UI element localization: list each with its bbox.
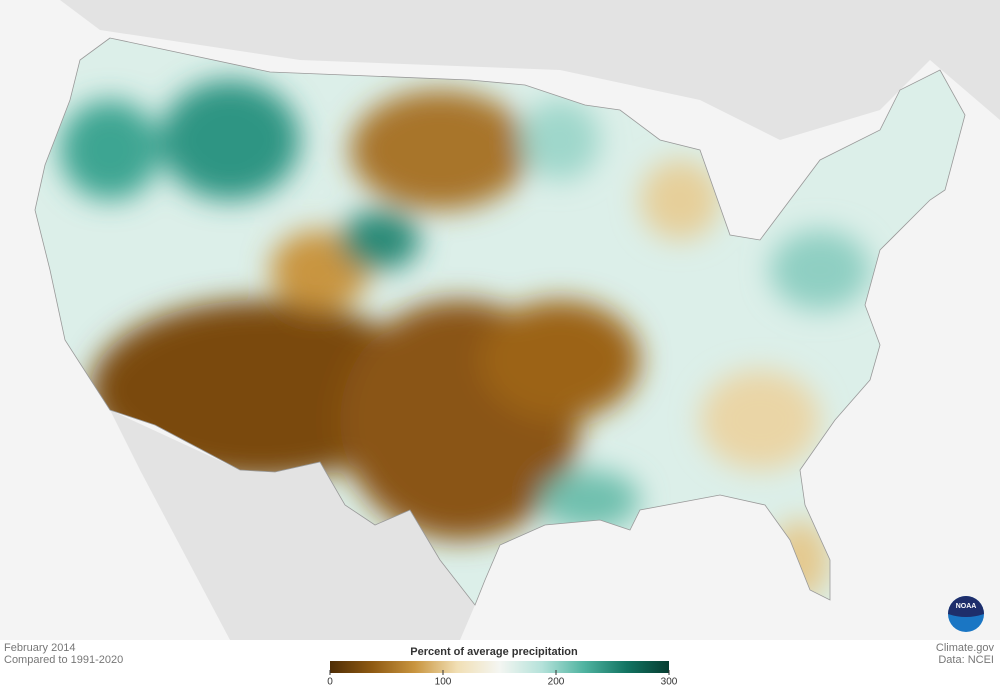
canada	[60, 0, 1000, 140]
logo-text: NOAA	[956, 603, 977, 610]
legend-tick-label: 100	[435, 677, 452, 688]
data-credit: Data: NCEI	[938, 654, 994, 666]
color-bar	[330, 661, 669, 673]
period: February 2014	[4, 642, 76, 654]
us-outline	[34, 37, 966, 606]
legend-tick-label: 200	[548, 677, 565, 688]
legend: 0 100 200 300	[327, 661, 678, 688]
baseline: Compared to 1991-2020	[4, 654, 123, 666]
legend-tick-label: 300	[661, 677, 678, 688]
legend-title: Percent of average precipitation	[410, 646, 578, 658]
source: Climate.gov	[936, 642, 995, 654]
noaa-logo-top	[948, 596, 984, 617]
mexico	[110, 410, 475, 640]
legend-tick-label: 0	[327, 677, 333, 688]
